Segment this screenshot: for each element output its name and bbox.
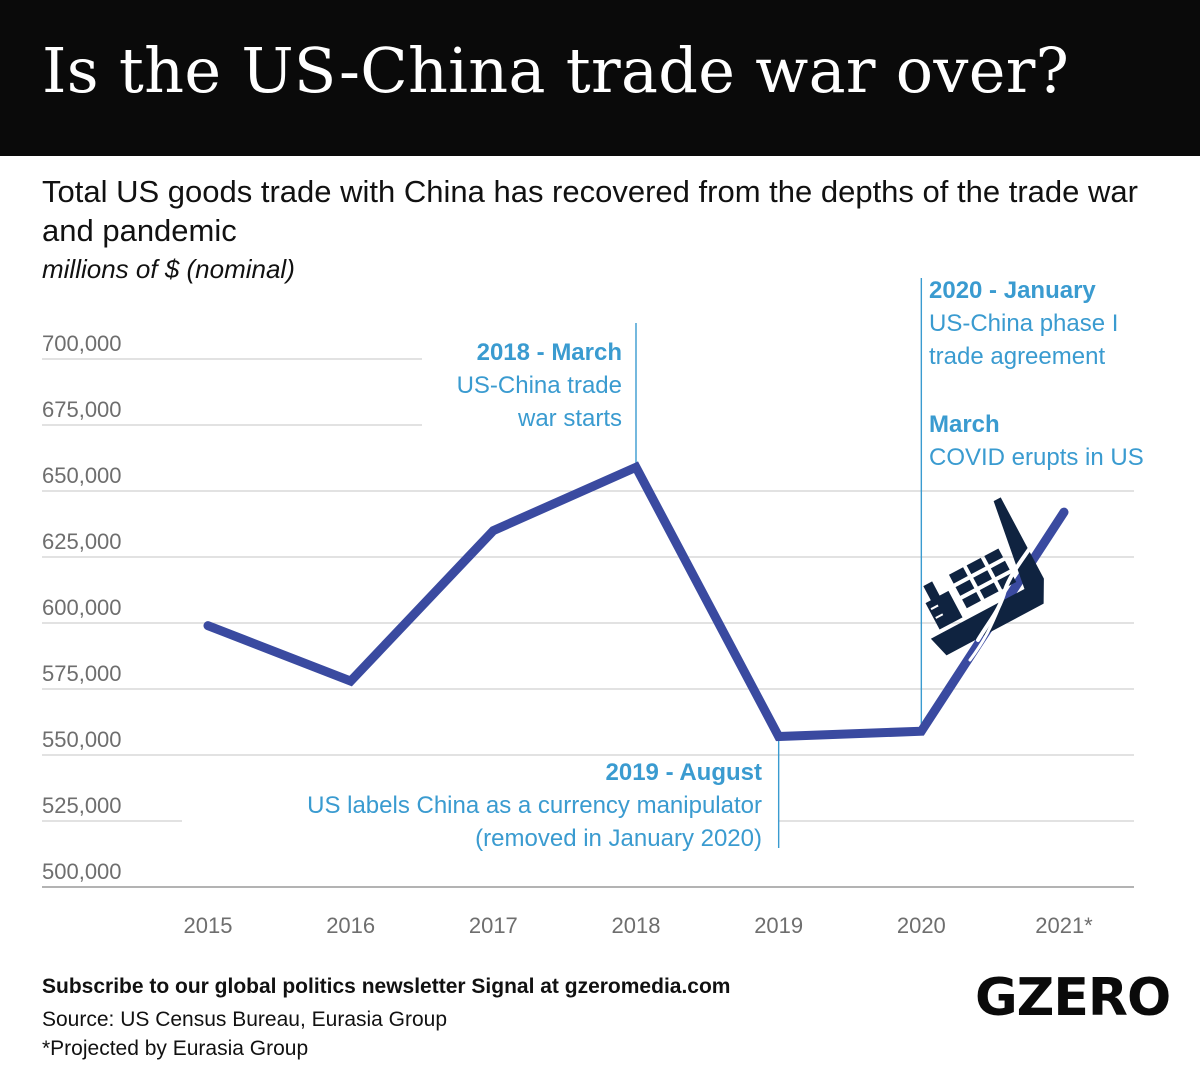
annotation-text: trade agreement <box>929 343 1105 370</box>
annotation-text: COVID erupts in US <box>929 444 1144 471</box>
x-tick-label: 2017 <box>469 913 518 938</box>
x-tick-label: 2021* <box>1035 913 1093 938</box>
y-axis-tick-labels: 500,000 525,000 550,000 575,000 600,000 625,0… <box>42 331 122 884</box>
ship-body <box>888 497 1055 658</box>
annotation-title: 2018 - March <box>477 339 622 366</box>
annotation-title: March <box>929 411 1000 438</box>
ship-container <box>991 561 1010 577</box>
ship-container <box>967 558 986 574</box>
y-tick-label: 675,000 <box>42 397 122 422</box>
y-tick-label: 525,000 <box>42 793 122 818</box>
annotation-title: 2020 - January <box>929 277 1096 304</box>
annotation-text: (removed in January 2020) <box>475 825 762 852</box>
annotation-title: 2019 - August <box>606 759 762 786</box>
ship-container <box>980 583 999 599</box>
subscribe-text: Subscribe to our global politics newslet… <box>42 975 730 999</box>
ship-container <box>984 548 1003 564</box>
y-tick-label: 550,000 <box>42 727 122 752</box>
y-tick-label: 625,000 <box>42 529 122 554</box>
y-tick-label: 700,000 <box>42 331 122 356</box>
ship-container <box>956 580 975 596</box>
x-tick-label: 2015 <box>184 913 233 938</box>
annotation-text: US labels China as a currency manipulato… <box>307 792 762 819</box>
ship-container <box>962 592 981 608</box>
ship-hull <box>888 497 1055 658</box>
y-tick-label: 575,000 <box>42 661 122 686</box>
annotation-text: US-China trade <box>457 372 622 399</box>
ship-container <box>973 570 992 586</box>
annotation: 2018 - March US-China trade war starts <box>457 339 622 432</box>
x-tick-label: 2016 <box>326 913 375 938</box>
annotation-text: war starts <box>517 405 622 432</box>
y-tick-label: 650,000 <box>42 463 122 488</box>
line-chart: 500,000 525,000 550,000 575,000 600,000 625,0… <box>0 0 1200 960</box>
projection-note: *Projected by Eurasia Group <box>42 1037 308 1061</box>
annotation: 2020 - January US-China phase I trade agre… <box>929 277 1118 370</box>
y-tick-label: 500,000 <box>42 859 122 884</box>
annotation-text: US-China phase I <box>929 310 1118 337</box>
y-tick-label: 600,000 <box>42 595 122 620</box>
x-tick-label: 2018 <box>612 913 661 938</box>
x-axis-tick-labels: 2015 2016 2017 2018 2019 2020 2021* <box>184 913 1094 938</box>
annotation: March COVID erupts in US <box>929 411 1144 471</box>
annotation: 2019 - August US labels China as a curren… <box>307 759 762 852</box>
x-tick-label: 2019 <box>754 913 803 938</box>
gzero-logo: GZERO <box>975 968 1170 1028</box>
sinking-ship-icon <box>888 497 1055 660</box>
ship-container <box>949 567 968 583</box>
x-tick-label: 2020 <box>897 913 946 938</box>
source-text: Source: US Census Bureau, Eurasia Group <box>42 1008 447 1032</box>
